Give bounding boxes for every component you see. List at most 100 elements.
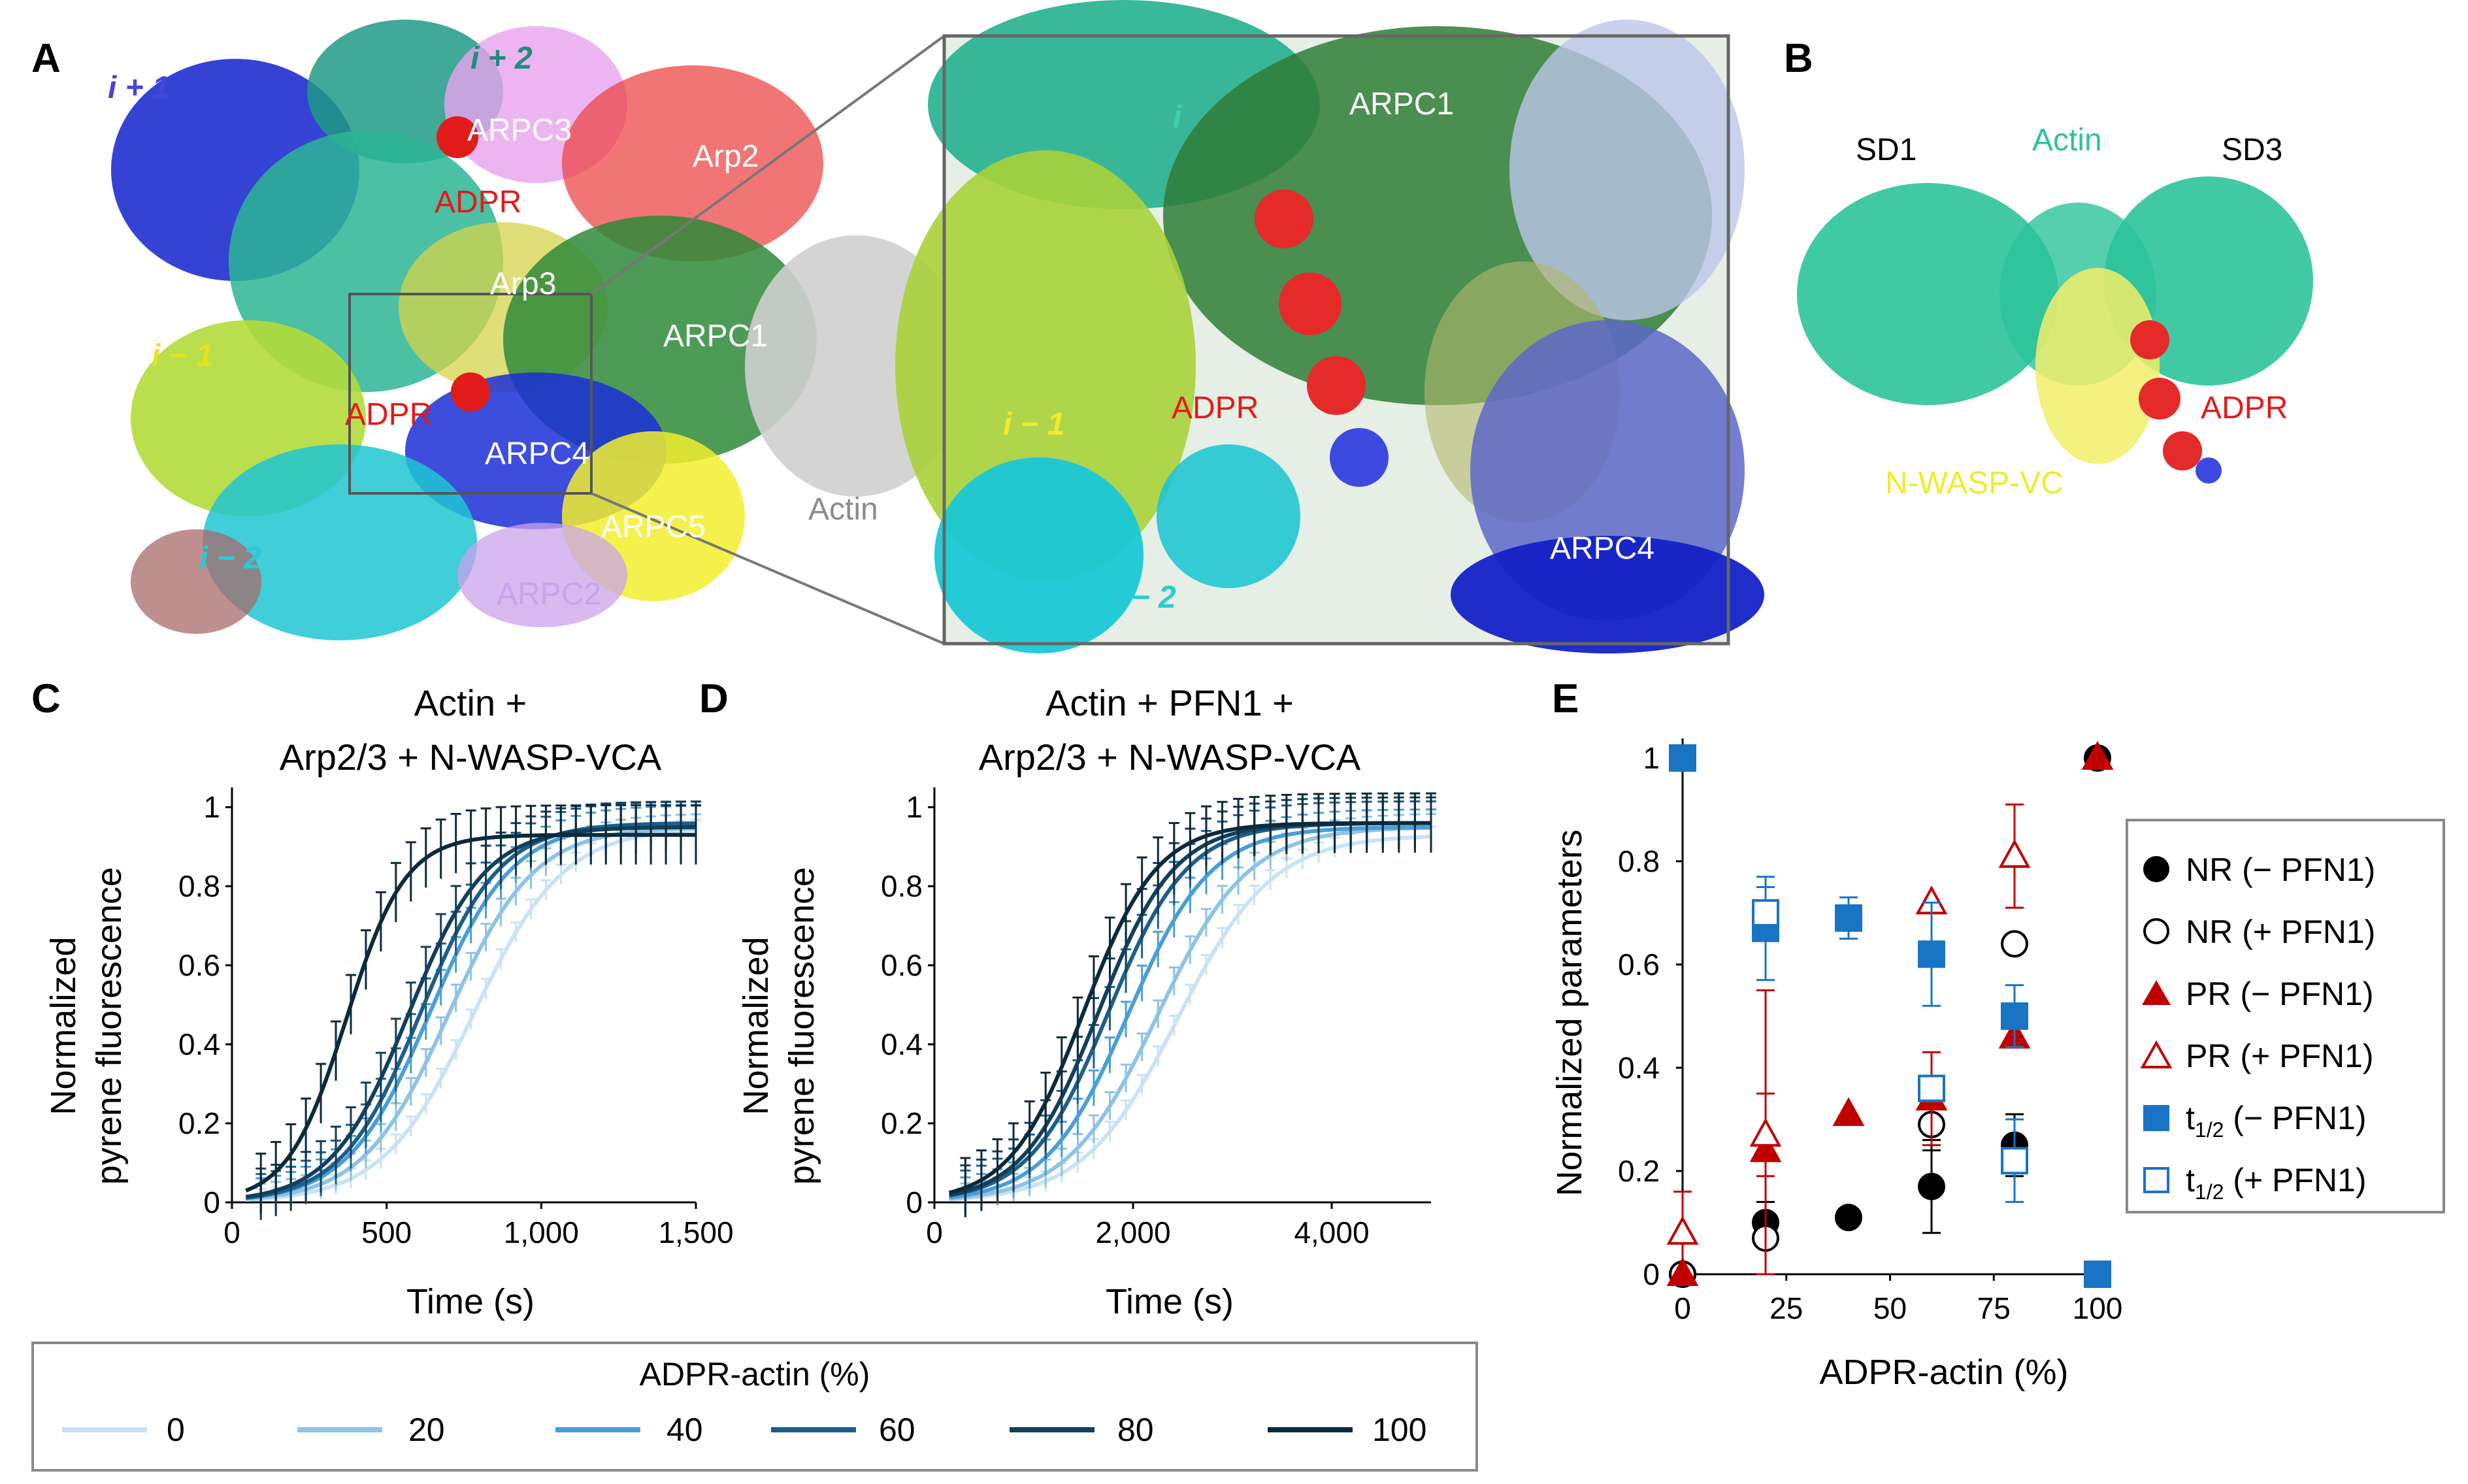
b-label-adpr: ADPR xyxy=(2201,391,2288,425)
inset-i-minus-2 xyxy=(934,457,1144,653)
inset-label-adpr: ADPR xyxy=(1172,391,1259,425)
chart-e-ytick-label: 0.2 xyxy=(1618,1154,1660,1188)
chart-d-xtick-label: 2,000 xyxy=(1095,1215,1170,1249)
b-label-sd1: SD1 xyxy=(1856,133,1917,167)
legend-e-marker-nr-plus xyxy=(2143,918,2169,944)
chart-e-point-0 xyxy=(1835,1204,1862,1232)
chart-e-xtick-label: 0 xyxy=(1674,1291,1691,1325)
chart-e-ytick-label: 0 xyxy=(1643,1257,1660,1291)
inset-adpr-sphere-2 xyxy=(1279,272,1341,335)
chart-c-ytick-label: 0.2 xyxy=(178,1106,220,1140)
zoom-box xyxy=(348,293,593,495)
panel-letter-e: E xyxy=(1552,676,1579,721)
b-nwasp-surface xyxy=(2035,268,2160,464)
legend-e-t-plus-suffix: (+ PFN1) xyxy=(2224,1162,2366,1198)
zoom-line-bottom xyxy=(591,492,945,645)
b-adpr-sphere-4 xyxy=(2196,457,2222,484)
panel-letter-d: D xyxy=(699,676,729,721)
panel-a-inset: i ARPC1 ADPR i − 1 i − 2 ARPC4 xyxy=(895,0,1764,653)
chart-c-ytick-label: 0.6 xyxy=(178,948,220,982)
legend-e-t-minus-sub: 1/2 xyxy=(2195,1118,2224,1142)
chart-e-point-0 xyxy=(1918,1172,1945,1200)
chart-e-legend-box xyxy=(2126,819,2445,1213)
bottom-legend-label-100: 100 xyxy=(1372,1411,1426,1448)
chart-c-title-line2: Arp2/3 + N-WASP-VCA xyxy=(280,736,662,778)
panel-letter-a: A xyxy=(31,36,61,81)
chart-c-ylabel-line2: pyrene fluorescence xyxy=(90,867,129,1185)
legend-e-t-minus-sym: t xyxy=(2186,1100,2195,1136)
chart-d-ytick-label: 0 xyxy=(906,1185,923,1219)
label-arpc1: ARPC1 xyxy=(663,319,768,354)
inset-adpr-sphere-4 xyxy=(1330,428,1389,487)
label-i-minus-1: i − 1 xyxy=(152,338,214,373)
chart-e-point-4 xyxy=(2001,1002,2028,1030)
b-adpr-sphere-3 xyxy=(2163,431,2202,470)
inset-cyan-helix xyxy=(1157,444,1300,588)
bottom-legend-label-40: 40 xyxy=(666,1411,703,1448)
chart-e-ytick-label: 0.4 xyxy=(1618,1051,1660,1085)
bottom-legend-label-0: 0 xyxy=(167,1411,185,1448)
chart-e-xtick-label: 50 xyxy=(1873,1291,1907,1325)
inset-label-i-minus-1: i − 1 xyxy=(1003,407,1065,442)
chart-e-point-4 xyxy=(1835,904,1862,932)
chart-d-title-line2: Arp2/3 + N-WASP-VCA xyxy=(979,736,1361,778)
chart-d-ytick-label: 0.6 xyxy=(881,948,923,982)
b-label-sd3: SD3 xyxy=(2222,133,2282,167)
chart-d-ytick-label: 0.8 xyxy=(881,869,923,903)
label-i-plus-2: i + 2 xyxy=(470,41,533,76)
bottom-legend-label-60: 60 xyxy=(879,1411,915,1448)
chart-d-ylabel-line1: Normalized xyxy=(736,936,776,1115)
label-adpr-mid: ADPR xyxy=(345,397,432,432)
chart-e-point-2 xyxy=(2081,740,2114,770)
chart-e-ytick-label: 0.6 xyxy=(1618,948,1660,981)
inset-adpr-sphere-1 xyxy=(1255,190,1313,248)
panel-letter-b: B xyxy=(1784,36,1813,81)
chart-d: Actin + PFN1 + Arp2/3 + N-WASP-VCA Norma… xyxy=(736,682,1436,1321)
arp2-blob xyxy=(562,65,823,261)
brown-subunit-blob xyxy=(131,529,261,634)
chart-e-point-5 xyxy=(1918,1074,1945,1102)
label-actin: Actin xyxy=(808,492,878,527)
inset-label-i: i xyxy=(1173,100,1183,135)
label-arpc5: ARPC5 xyxy=(601,510,706,544)
chart-e-xlabel: ADPR-actin (%) xyxy=(1819,1353,2068,1392)
label-arpc2: ARPC2 xyxy=(497,577,601,612)
panel-letter-c: C xyxy=(31,676,61,721)
chart-e: Normalized parameters ADPR-actin (%) NR … xyxy=(1550,738,2445,1392)
chart-e-xtick-label: 75 xyxy=(1977,1291,2011,1325)
chart-e-point-3 xyxy=(1666,1215,1699,1245)
label-i: i xyxy=(395,129,405,164)
inset-label-arpc1: ARPC1 xyxy=(1349,87,1454,122)
b-actin-sd1 xyxy=(1797,183,2058,405)
chart-e-ytick-label: 1 xyxy=(1643,741,1660,775)
panel-b-structure: SD1 Actin SD3 ADPR N-WASP-VC xyxy=(1797,123,2313,501)
adpr-mid-spheres xyxy=(451,372,490,412)
chart-c: Actin + Arp2/3 + N-WASP-VCA Normalized p… xyxy=(44,682,734,1321)
adpr-top-spheres xyxy=(436,116,478,158)
bottom-legend-label-80: 80 xyxy=(1117,1411,1154,1448)
chart-d-ytick-label: 1 xyxy=(906,790,923,824)
legend-e-label-pr-plus: PR (+ PFN1) xyxy=(2186,1038,2374,1074)
legend-e-t-plus-sym: t xyxy=(2186,1162,2195,1198)
chart-c-ytick-label: 1 xyxy=(203,790,220,824)
chart-e-point-5 xyxy=(1752,899,1779,927)
legend-e-label-nr-plus: NR (+ PFN1) xyxy=(2186,914,2375,950)
chart-e-point-1 xyxy=(2001,930,2028,958)
inset-i-minus-1 xyxy=(895,150,1196,582)
chart-d-xlabel: Time (s) xyxy=(1106,1282,1234,1321)
b-label-nwasp: N-WASP-VC xyxy=(1885,466,2064,501)
label-i-plus-1: i + 1 xyxy=(108,71,170,105)
label-arp3: Arp3 xyxy=(490,267,556,301)
chart-e-ylabel: Normalized parameters xyxy=(1550,829,1589,1196)
chart-e-point-5 xyxy=(2001,1147,2028,1175)
bottom-legend-title: ADPR-actin (%) xyxy=(640,1356,870,1393)
zoom-line-top xyxy=(590,35,946,295)
legend-e-t-minus-suffix: (− PFN1) xyxy=(2224,1100,2366,1136)
label-arpc4: ARPC4 xyxy=(485,437,589,471)
chart-e-point-4 xyxy=(1918,940,1945,968)
legend-e-label-nr-minus: NR (− PFN1) xyxy=(2186,851,2375,888)
chart-c-xtick-label: 1,500 xyxy=(658,1215,733,1249)
legend-e-label-t-minus: t1/2 (− PFN1) xyxy=(2186,1100,2366,1142)
chart-e-point-2 xyxy=(1832,1097,1865,1127)
